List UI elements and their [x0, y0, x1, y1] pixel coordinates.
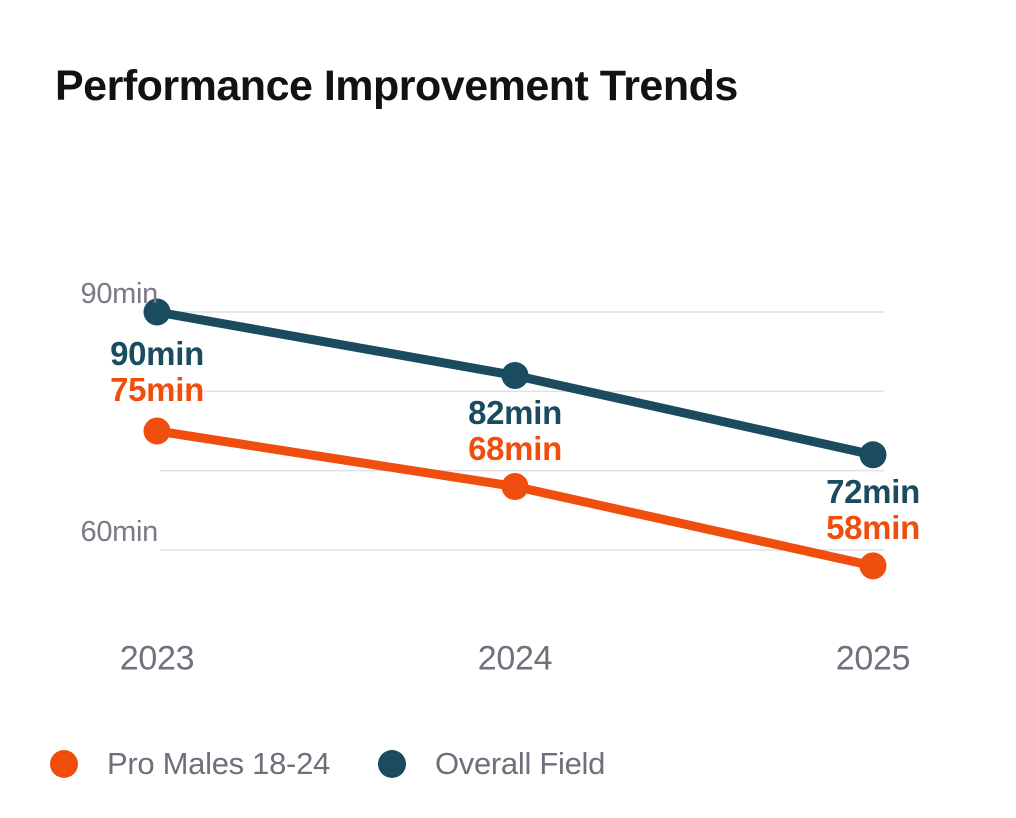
legend-label-overall-field: Overall Field: [434, 746, 606, 781]
x-axis-label: 2024: [477, 639, 553, 678]
data-point-label: 72min: [826, 473, 920, 511]
data-point: [501, 473, 529, 501]
legend-item-overall-field: Overall Field: [377, 746, 606, 782]
data-point: [859, 441, 887, 469]
x-axis-label: 2025: [835, 639, 911, 678]
data-point: [143, 417, 171, 445]
data-point-label: 82min: [468, 394, 562, 431]
chart-legend: Pro Males 18-24 Overall Field: [50, 746, 605, 782]
x-axis-label: 2023: [119, 639, 195, 678]
chart-title: Performance Improvement Trends: [55, 62, 738, 110]
legend-label-pro-males: Pro Males 18-24: [107, 746, 330, 781]
data-point: [859, 552, 887, 580]
y-tick-label: 90min: [80, 278, 159, 310]
data-point-label: 90min: [110, 334, 204, 372]
legend-item-pro-males: Pro Males 18-24: [50, 746, 330, 782]
data-point-label: 68min: [468, 430, 562, 467]
data-point-label: 58min: [826, 509, 920, 547]
legend-dot-pro-males-icon: [50, 750, 78, 778]
data-point: [143, 298, 171, 326]
data-point-label: 75min: [110, 370, 204, 408]
data-point: [501, 361, 529, 389]
legend-dot-overall-field-icon: [377, 750, 406, 778]
y-tick-label: 60min: [80, 516, 159, 548]
